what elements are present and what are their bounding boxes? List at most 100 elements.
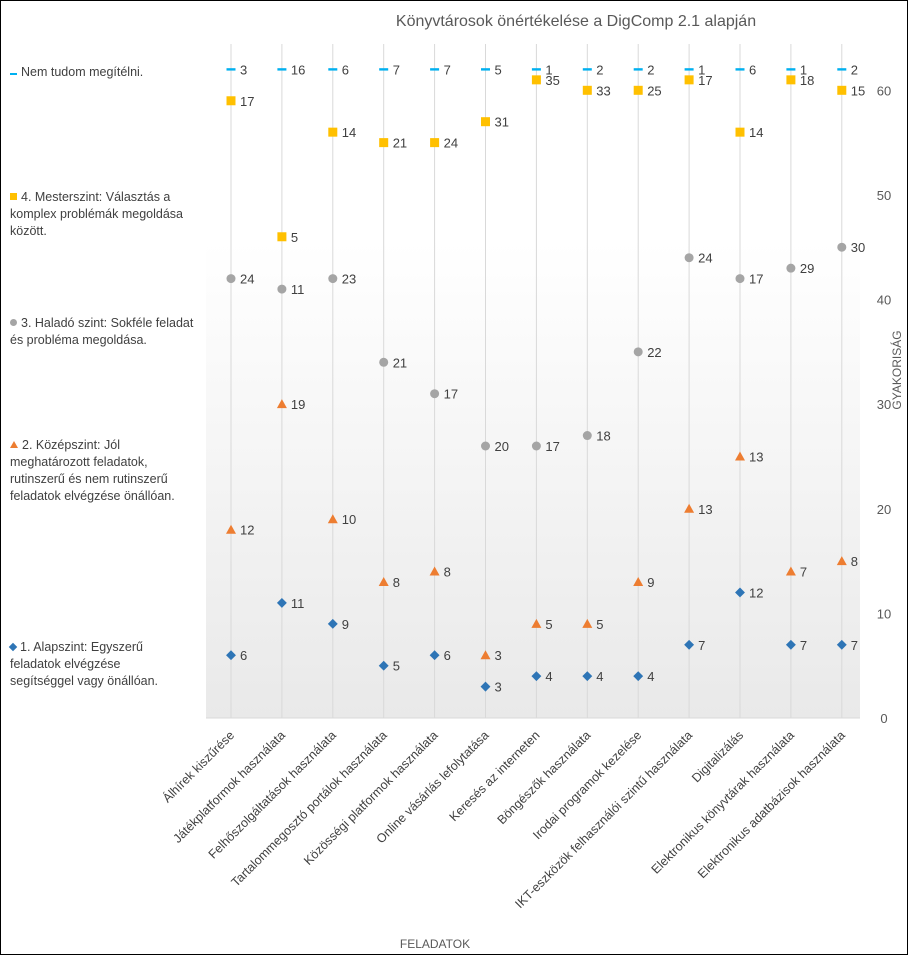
data-point-dash bbox=[633, 68, 643, 71]
data-point-dash bbox=[531, 68, 541, 71]
data-point-triangle bbox=[226, 524, 236, 534]
data-label: 6 bbox=[444, 648, 451, 663]
data-label: 1 bbox=[800, 62, 807, 77]
data-label: 7 bbox=[851, 638, 858, 653]
legend-item-alapszint: 1. Alapszint: Egyszerű feladatok elvégzé… bbox=[8, 639, 180, 690]
data-point-diamond bbox=[327, 618, 338, 629]
x-tick-label: IKT-eszközök felhasználói szintű használ… bbox=[512, 728, 695, 911]
data-label: 25 bbox=[647, 83, 661, 98]
y-axis-label: GYAKORISÁG bbox=[889, 330, 904, 409]
data-label: 16 bbox=[291, 62, 305, 77]
legend-dash-marker bbox=[10, 73, 17, 75]
data-label: 2 bbox=[647, 62, 654, 77]
legend-square-marker bbox=[10, 193, 17, 200]
data-label: 4 bbox=[596, 669, 603, 684]
data-point-triangle bbox=[480, 650, 491, 660]
data-label: 1 bbox=[545, 62, 552, 77]
data-label: 6 bbox=[240, 648, 247, 663]
data-label: 18 bbox=[800, 73, 814, 88]
data-point-circle bbox=[633, 347, 643, 357]
data-label: 11 bbox=[291, 596, 305, 611]
data-label: 9 bbox=[647, 575, 654, 590]
data-label: 13 bbox=[698, 502, 712, 517]
legend-diamond-marker bbox=[8, 642, 18, 652]
data-point-square bbox=[531, 75, 541, 85]
legend-label: 4. Mesterszint: Választás a komplex prob… bbox=[10, 190, 184, 238]
data-point-square bbox=[430, 138, 440, 148]
data-label: 9 bbox=[342, 617, 349, 632]
y-tick-label: 40 bbox=[877, 293, 891, 308]
data-point-square bbox=[328, 127, 338, 137]
data-point-triangle bbox=[276, 399, 287, 409]
data-label: 30 bbox=[851, 240, 865, 255]
data-label: 7 bbox=[800, 638, 807, 653]
data-label: 7 bbox=[698, 638, 705, 653]
chart-title: Könyvtárosok önértékelése a DigComp 2.1 … bbox=[396, 13, 756, 30]
y-tick-label: 10 bbox=[877, 606, 891, 621]
data-point-dash bbox=[379, 68, 389, 71]
data-label: 12 bbox=[749, 585, 763, 600]
data-label: 17 bbox=[444, 387, 458, 402]
data-point-dash bbox=[277, 68, 287, 71]
data-point-dash bbox=[328, 68, 338, 71]
data-point-circle bbox=[277, 284, 287, 294]
data-point-triangle bbox=[785, 566, 796, 576]
data-label: 7 bbox=[800, 565, 807, 580]
legend-item-nem-tudom: Nem tudom megítélni. bbox=[10, 64, 200, 81]
data-label: 20 bbox=[495, 439, 509, 454]
data-label: 8 bbox=[393, 575, 400, 590]
data-label: 17 bbox=[545, 439, 559, 454]
data-point-diamond bbox=[531, 671, 542, 682]
data-point-circle bbox=[582, 431, 592, 441]
data-label: 14 bbox=[342, 125, 356, 140]
data-point-dash bbox=[430, 68, 440, 71]
y-tick-label: 20 bbox=[877, 502, 891, 517]
data-label: 17 bbox=[240, 94, 254, 109]
data-point-square bbox=[684, 75, 694, 85]
data-label: 5 bbox=[596, 617, 603, 632]
x-tick-label: Böngészők használata bbox=[495, 728, 594, 827]
legend-triangle-marker bbox=[10, 441, 18, 448]
data-point-square bbox=[786, 75, 796, 85]
data-point-triangle bbox=[836, 556, 847, 566]
data-point-square bbox=[582, 85, 592, 95]
data-point-circle bbox=[786, 263, 796, 273]
data-point-dash bbox=[226, 68, 236, 71]
data-label: 12 bbox=[240, 523, 254, 538]
data-point-dash bbox=[837, 68, 847, 71]
data-point-square bbox=[277, 232, 287, 242]
data-label: 1 bbox=[698, 62, 705, 77]
data-label: 8 bbox=[851, 554, 858, 569]
data-label: 24 bbox=[698, 251, 712, 266]
data-point-diamond bbox=[633, 671, 644, 682]
data-label: 7 bbox=[444, 62, 451, 77]
data-label: 7 bbox=[393, 62, 400, 77]
data-label: 3 bbox=[495, 648, 502, 663]
legend-item-mesterszint: 4. Mesterszint: Választás a komplex prob… bbox=[10, 189, 200, 240]
x-axis-label: FELADATOK bbox=[400, 937, 470, 951]
data-label: 4 bbox=[545, 669, 552, 684]
data-point-triangle bbox=[327, 514, 338, 524]
legend-label: 1. Alapszint: Egyszerű feladatok elvégzé… bbox=[10, 640, 159, 688]
data-point-circle bbox=[379, 357, 389, 367]
data-point-circle bbox=[531, 441, 541, 451]
data-label: 35 bbox=[545, 73, 559, 88]
data-label: 18 bbox=[596, 429, 610, 444]
data-label: 5 bbox=[495, 62, 502, 77]
data-label: 15 bbox=[851, 83, 865, 98]
data-point-square bbox=[379, 138, 389, 148]
data-label: 5 bbox=[291, 230, 298, 245]
data-point-diamond bbox=[735, 587, 745, 598]
data-point-square bbox=[735, 127, 745, 137]
data-point-square bbox=[226, 96, 236, 106]
data-point-triangle bbox=[531, 618, 542, 628]
data-label: 24 bbox=[240, 272, 254, 287]
data-label: 2 bbox=[851, 62, 858, 77]
y-tick-label: 30 bbox=[877, 397, 891, 412]
legend-label: 3. Haladó szint: Sokféle feladat és prob… bbox=[10, 316, 194, 347]
data-point-square bbox=[837, 85, 847, 95]
legend-circle-marker bbox=[10, 319, 17, 326]
data-label: 11 bbox=[291, 282, 305, 297]
plot-area bbox=[206, 38, 860, 718]
